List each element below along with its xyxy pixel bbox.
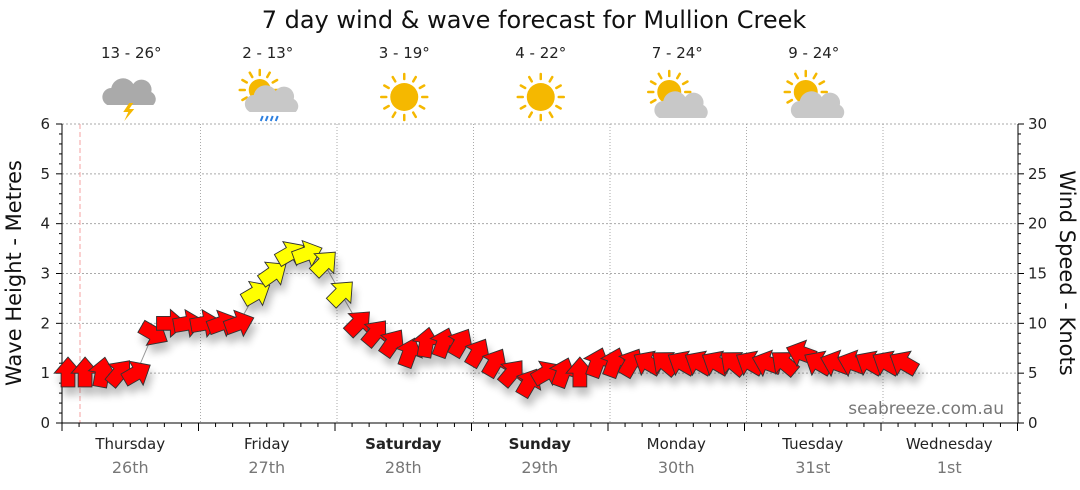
right-tick-label: 30 [1028,115,1047,133]
wind-arrow [308,251,336,279]
wind-arrow [342,311,370,339]
right-tick-label: 25 [1028,165,1047,183]
day-date: 28th [385,458,422,477]
wind-arrow [239,280,271,307]
storm-cloud-icon [102,78,156,121]
wind-arrow [377,329,405,360]
left-tick-label: 1 [40,364,50,382]
day-date: 27th [248,458,285,477]
sun-icon [380,72,429,122]
day-label: Tuesday [781,435,843,453]
right-tick-label: 15 [1028,265,1047,283]
wind-arrow [496,360,523,389]
right-tick-label: 10 [1028,314,1047,332]
day-date: 1st [937,458,962,477]
sun-cloud-rain-icon [238,68,299,122]
right-tick-label: 5 [1028,364,1038,382]
wind-arrow [70,356,100,388]
left-tick-label: 4 [40,215,50,233]
wind-arrow [565,356,595,388]
left-tick-label: 5 [40,165,50,183]
wind-arrow [889,350,921,377]
sun-icon [516,72,565,122]
watermark: seabreeze.com.au [848,399,1004,419]
left-tick-label: 2 [40,314,50,332]
forecast-temp: 7 - 24° [652,44,703,62]
right-tick-label: 20 [1028,215,1047,233]
day-label: Monday [647,435,706,453]
day-label: Friday [244,435,290,453]
wind-arrow [53,356,83,388]
wind-arrow [771,352,801,379]
wind-arrow [120,360,151,387]
day-date: 29th [521,458,558,477]
day-date: 30th [658,458,695,477]
day-label: Saturday [365,435,442,453]
y-axis-right-label: Wind Speed - Knots [1055,170,1079,375]
wind-arrow [463,338,491,370]
wind-arrow [446,328,474,360]
day-label: Sunday [509,435,572,453]
left-tick-label: 3 [40,265,50,283]
day-date: 31st [795,458,830,477]
wind-arrow [222,309,255,338]
day-date: 26th [112,458,149,477]
wind-arrow [256,261,287,288]
forecast-temp: 3 - 19° [379,44,430,62]
forecast-temp: 9 - 24° [788,44,839,62]
left-tick-label: 6 [40,115,50,133]
day-label: Thursday [94,435,165,453]
forecast-temp: 13 - 26° [101,44,162,62]
wind-arrow [325,281,353,309]
wind-arrow [481,348,508,380]
wind-arrow [360,320,387,349]
right-tick-label: 0 [1028,414,1038,432]
day-label: Wednesday [906,435,993,453]
y-axis-left-label: Wave Height - Metres [2,160,26,386]
left-tick-label: 0 [40,414,50,432]
chart-title: 7 day wind & wave forecast for Mullion C… [262,6,807,34]
forecast-temp: 2 - 13° [242,44,293,62]
sun-cloud-icon [783,69,845,118]
wind-arrow [290,239,323,268]
sun-cloud-icon [647,69,708,118]
forecast-temp: 4 - 22° [515,44,566,62]
